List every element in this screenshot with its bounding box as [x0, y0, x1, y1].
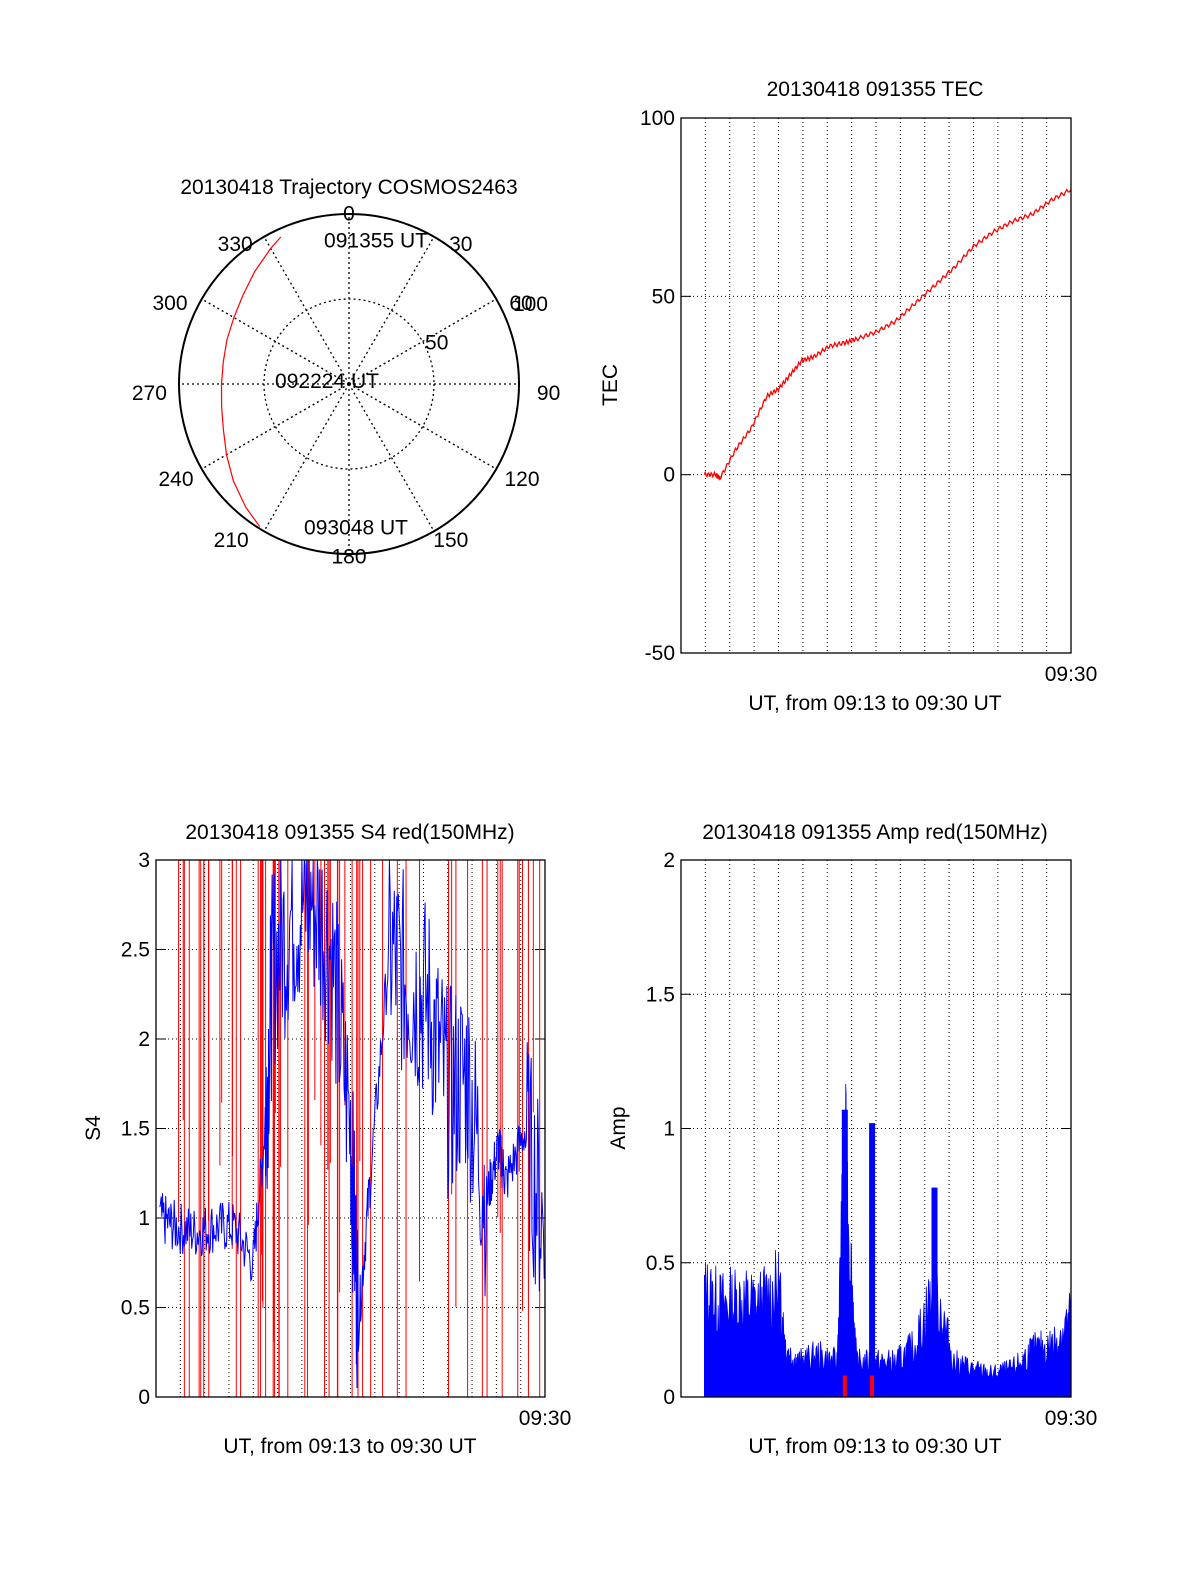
tec-ytick-label: 100 — [640, 107, 675, 130]
tec-ylabel: TEC — [599, 364, 622, 406]
s4-xtick-label: 09:30 — [519, 1407, 572, 1430]
polar-outer-circle — [178, 213, 520, 555]
amp-red-mark — [870, 1375, 875, 1397]
tec-axes-frame — [680, 117, 1072, 654]
s4-panel: 20130418 091355 S4 red(150MHz) UT, from … — [82, 821, 571, 1458]
trajectory-track — [220, 236, 282, 528]
polar-azimuth-label: 300 — [152, 292, 187, 315]
trajectory-time-label: 091355 UT — [324, 230, 428, 253]
amp-ytick-label: 0.5 — [646, 1252, 675, 1275]
polar-spoke — [348, 383, 497, 470]
amp-title: 20130418 091355 Amp red(150MHz) — [702, 821, 1048, 844]
polar-azimuth-label: 270 — [132, 382, 167, 405]
tec-ytick-label: -50 — [645, 642, 675, 665]
amp-panel: 20130418 091355 Amp red(150MHz) UT, from… — [607, 821, 1097, 1458]
amp-axes-frame — [680, 859, 1072, 1398]
tec-title: 20130418 091355 TEC — [767, 78, 984, 101]
s4-ytick-label: 0.5 — [121, 1297, 150, 1320]
polar-azimuth-label: 90 — [537, 382, 560, 405]
s4-ytick-label: 1 — [138, 1207, 150, 1230]
amp-red-mark — [842, 1375, 847, 1397]
polar-azimuth-label: 120 — [504, 468, 539, 491]
s4-ytick-label: 0 — [138, 1386, 150, 1409]
polar-azimuth-label: 60 — [509, 292, 532, 315]
s4-ytick-label: 2.5 — [121, 939, 150, 962]
s4-xlabel: UT, from 09:13 to 09:30 UT — [223, 1435, 476, 1458]
s4-ytick-label: 2 — [138, 1028, 150, 1051]
trajectory-time-label: 092224 UT — [275, 370, 379, 393]
tec-ytick-label: 0 — [663, 464, 675, 487]
tec-series-line — [703, 188, 1072, 481]
trajectory-time-label: 093048 UT — [304, 517, 408, 540]
amp-ylabel: Amp — [607, 1106, 630, 1149]
polar-azimuth-label: 0 — [343, 202, 355, 225]
tec-panel: 20130418 091355 TEC UT, from 09:13 to 09… — [599, 78, 1097, 715]
trajectory-title: 20130418 Trajectory COSMOS2463 — [180, 176, 517, 199]
s4-axes-frame — [155, 859, 546, 1398]
polar-radial-label: 50 — [425, 331, 448, 354]
polar-spoke — [201, 383, 350, 470]
s4-blue-series — [159, 859, 545, 1389]
polar-azimuth-label: 330 — [218, 233, 253, 256]
amp-peak — [841, 1109, 848, 1397]
tec-xtick-label: 09:30 — [1045, 663, 1098, 686]
polar-radial-label: 100 — [513, 293, 548, 316]
tec-ytick-label: 50 — [652, 285, 675, 308]
amp-xtick-label: 09:30 — [1045, 1407, 1098, 1430]
polar-azimuth-label: 180 — [331, 546, 366, 569]
polar-azimuth-label: 150 — [433, 529, 468, 552]
polar-spoke — [201, 298, 350, 385]
polar-spoke — [348, 383, 435, 532]
trajectory-polar-panel: 20130418 Trajectory COSMOS2463 0 30 60 90 12… — [132, 176, 560, 569]
amp-ytick-label: 2 — [663, 849, 675, 872]
amp-ytick-label: 1.5 — [646, 983, 675, 1006]
polar-spoke — [348, 298, 497, 385]
amp-blue-series — [704, 1083, 1072, 1398]
s4-ytick-label: 3 — [138, 849, 150, 872]
amp-peak — [931, 1187, 938, 1397]
amp-ytick-label: 0 — [663, 1386, 675, 1409]
polar-azimuth-label: 30 — [449, 233, 472, 256]
polar-spoke — [263, 236, 350, 385]
amp-ytick-label: 1 — [663, 1118, 675, 1141]
amp-xlabel: UT, from 09:13 to 09:30 UT — [748, 1435, 1001, 1458]
tec-xlabel: UT, from 09:13 to 09:30 UT — [748, 692, 1001, 715]
polar-spoke — [263, 383, 350, 532]
amp-peak — [869, 1123, 876, 1397]
polar-azimuth-label: 210 — [214, 529, 249, 552]
s4-ylabel: S4 — [82, 1115, 105, 1141]
polar-spoke — [348, 236, 435, 385]
polar-azimuth-label: 240 — [158, 468, 193, 491]
s4-title: 20130418 091355 S4 red(150MHz) — [185, 821, 514, 844]
s4-ytick-label: 1.5 — [121, 1118, 150, 1141]
